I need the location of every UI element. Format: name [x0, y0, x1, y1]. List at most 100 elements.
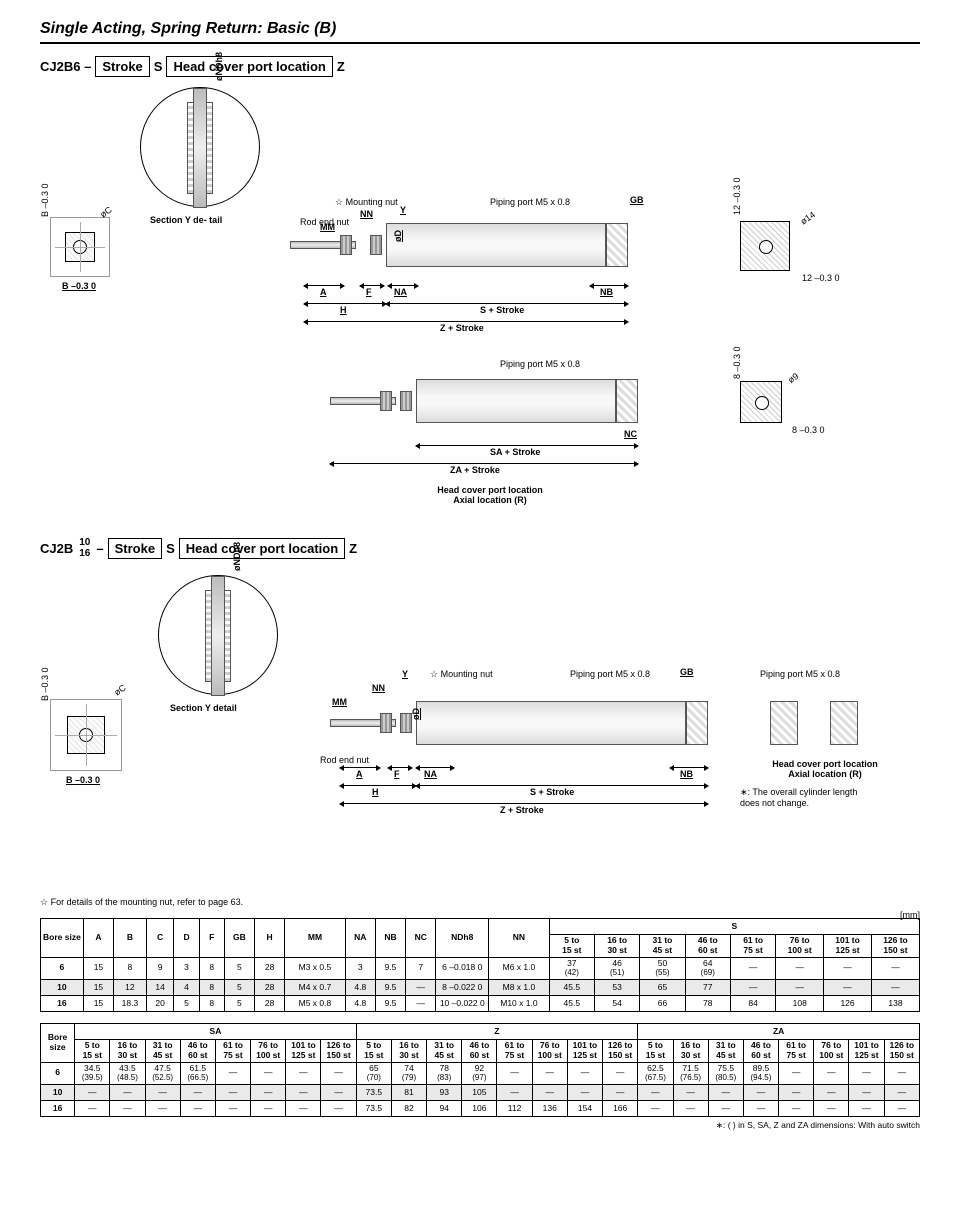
table-cell: 126 to150 st [884, 1040, 919, 1063]
table-cell: 84 [730, 996, 775, 1012]
table-cell: — [814, 1101, 849, 1117]
table-cell: 92(97) [462, 1062, 497, 1085]
table-cell: — [603, 1062, 638, 1085]
table-row: 634.5(39.5)43.5(48.5)47.5(52.5)61.5(66.5… [41, 1062, 920, 1085]
table-cell: 16 [41, 996, 84, 1012]
table-cell: 31 to45 st [145, 1040, 180, 1063]
table-cell: 28 [255, 996, 285, 1012]
table-cell: 138 [871, 996, 919, 1012]
t1-h-c: C [146, 919, 174, 958]
label-section-y-1: Section Y de- tail [150, 215, 230, 225]
table-cell: 7 [406, 957, 436, 980]
label-h-2: H [372, 787, 379, 797]
diagram-area-1: B –0.3 0 B –0.3 0 øC øNDh8 Section Y de-… [40, 87, 920, 527]
cyl-head-cap-1 [606, 223, 628, 267]
model2-frac-top: 10 [79, 537, 90, 548]
table-cell: — [824, 957, 872, 980]
label-ndh8-1: øNDh8 [214, 52, 224, 81]
table-cell: 65(70) [356, 1062, 391, 1085]
label-mounting-nut-1: ☆ Mounting nut [335, 197, 398, 208]
table-cell: — [251, 1085, 286, 1101]
table-cell: — [871, 980, 919, 996]
table-cell: 54 [594, 996, 639, 1012]
table-cell: 28 [255, 957, 285, 980]
dim-s-1 [386, 303, 628, 304]
t1-h-s-group: S [549, 919, 919, 935]
table-cell: — [638, 1101, 673, 1117]
label-8-v: 8 –0.3 0 [732, 346, 742, 379]
table-cell: 166 [603, 1101, 638, 1117]
table-cell: 101 to125 st [286, 1040, 321, 1063]
table-cell: 45.5 [549, 980, 594, 996]
table-cell: — [776, 957, 824, 980]
dim-z-2 [340, 803, 708, 804]
table-cell: 16 [41, 1101, 75, 1117]
model1-s: S [154, 59, 163, 74]
mounting-nut-note: ☆ For details of the mounting nut, refer… [40, 897, 920, 908]
label-12-h: 12 –0.3 0 [802, 273, 840, 283]
table-cell: 46 to60 st [462, 1040, 497, 1063]
table-cell: 76 to100 st [251, 1040, 286, 1063]
dim-na-2 [416, 767, 454, 768]
table-cell: — [884, 1101, 919, 1117]
table-cell: — [730, 980, 775, 996]
table-cell: 6 [41, 1062, 75, 1085]
table-cell: 9.5 [375, 996, 405, 1012]
t2-h-za: ZA [638, 1024, 920, 1040]
table-cell: — [776, 980, 824, 996]
table-cell: 82 [391, 1101, 426, 1117]
table-cell: 31 to45 st [427, 1040, 462, 1063]
table-cell: 5 [224, 996, 254, 1012]
table-cell: 4 [174, 980, 199, 996]
label-nb-2: NB [680, 769, 693, 779]
table-cell: — [251, 1101, 286, 1117]
label-f-1: F [366, 287, 372, 297]
table-cell: — [849, 1085, 884, 1101]
table-cell: 45.5 [549, 996, 594, 1012]
table-cell: 16 to30 st [110, 1040, 145, 1063]
label-z-stroke-1: Z + Stroke [440, 323, 484, 333]
table-cell: — [145, 1101, 180, 1117]
label-h-1: H [340, 305, 347, 315]
label-12-v: 12 –0.3 0 [732, 177, 742, 215]
label-b-tol-h2: B –0.3 0 [66, 775, 100, 785]
table-cell: 43.5(48.5) [110, 1062, 145, 1085]
table-cell: 9 [146, 957, 174, 980]
t1-h-b: B [114, 919, 147, 958]
port-square-8 [740, 381, 782, 423]
table-cell: 64(69) [685, 957, 730, 980]
dim-f-1 [360, 285, 384, 286]
table-cell: M4 x 0.7 [285, 980, 345, 996]
table-cell: 73.5 [356, 1101, 391, 1117]
table-cell: — [497, 1062, 532, 1085]
table-cell: 73.5 [356, 1085, 391, 1101]
table-cell: — [779, 1085, 814, 1101]
table-cell: 46 to60 st [685, 935, 730, 958]
table-cell: 10 –0.022 0 [436, 996, 489, 1012]
table-cell: — [603, 1085, 638, 1101]
label-piping-port-axial: Piping port M5 x 0.8 [500, 359, 580, 369]
dim-s-2 [416, 785, 708, 786]
nut-axial-1 [380, 391, 392, 411]
table-cell: 94 [427, 1101, 462, 1117]
table-cell: 126 to150 st [321, 1040, 356, 1063]
table-cell: 5 [174, 996, 199, 1012]
table-cell: — [743, 1085, 778, 1101]
model2-stroke-box: Stroke [108, 538, 162, 559]
table-cell: 106 [462, 1101, 497, 1117]
label-nb-1: NB [600, 287, 613, 297]
table-cell: — [75, 1101, 110, 1117]
diagram-area-2: B –0.3 0 B –0.3 0 øC øNDh8 Section Y det… [40, 569, 920, 889]
dimensions-table-1: Bore size A B C D F GB H MM NA NB NC NDh… [40, 918, 920, 1012]
table-cell: M6 x 1.0 [489, 957, 549, 980]
table-cell: M8 x 1.0 [489, 980, 549, 996]
table-cell: 101 to125 st [824, 935, 872, 958]
table-cell: 10 [41, 980, 84, 996]
table-cell: — [497, 1085, 532, 1101]
cyl-body-2 [416, 701, 686, 745]
table-row: 1015121448528M4 x 0.74.89.5—8 –0.022 0M8… [41, 980, 920, 996]
table-cell: — [814, 1085, 849, 1101]
model1-port-box: Head cover port location [166, 56, 332, 77]
table-cell: 154 [567, 1101, 602, 1117]
label-piping-port-2: Piping port M5 x 0.8 [570, 669, 650, 679]
